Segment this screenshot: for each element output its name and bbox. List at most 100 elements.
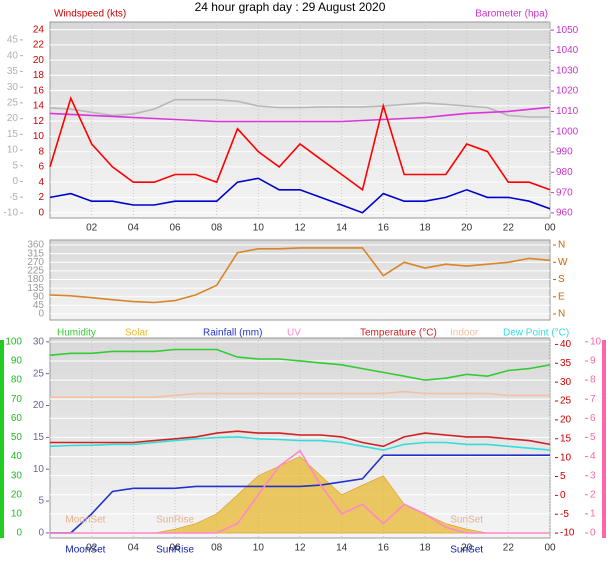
y-tick-label: 50 (11, 432, 23, 443)
x-tick-label: 16 (378, 543, 390, 554)
y3-tick-label: 30 (560, 377, 572, 388)
y3-tick-label: 0 (12, 176, 18, 187)
x-tick-label: 20 (461, 543, 473, 554)
y4-tick-label: 3 (590, 470, 596, 481)
legend-entry: Temperature (°C) (360, 328, 437, 339)
y-tick-label: 0 (38, 309, 44, 320)
y2-tick-label: 1030 (556, 65, 579, 76)
y-tick-label: 135 (27, 283, 44, 294)
y-tick-label: 10 (33, 131, 45, 142)
y3-tick-label: 30 (7, 82, 19, 93)
line (49, 106, 551, 123)
line (50, 430, 551, 448)
y-tick-label: 18 (33, 70, 45, 81)
y2-tick-label: 0 (38, 528, 44, 539)
y3-tick-label: 5 (12, 160, 18, 171)
y3-tick-label: 5 (560, 471, 566, 482)
line (49, 98, 550, 118)
y-tick-label: 40 (11, 451, 23, 462)
y3-tick-label: 10 (560, 452, 572, 463)
x-tick-label: 06 (169, 543, 181, 554)
y3-tick-label: 10 (7, 145, 19, 156)
y-tick-label: 70 (11, 394, 23, 405)
y2-tick-label: 30 (33, 336, 45, 347)
y3-tick-label: -10 (560, 528, 575, 539)
x-tick-label: 00 (544, 543, 556, 554)
x-tick-label: 04 (128, 223, 140, 234)
y-tick-label: 0 (38, 207, 44, 218)
y2-tick-label: 1010 (556, 106, 579, 117)
y4-tick-label: 9 (590, 356, 596, 367)
axis-label: Windspeed (kts) (54, 9, 126, 20)
y-tick-label: 100 (5, 336, 22, 347)
y4-tick-label: 4 (590, 451, 596, 462)
x-tick-label: 06 (169, 223, 181, 234)
y3-tick-label: 20 (7, 113, 19, 124)
y-tick-label: 4 (38, 177, 44, 188)
y-tick-label: 315 (27, 248, 44, 259)
y2-tick-label: N (558, 309, 565, 320)
y-tick-label: 180 (27, 274, 44, 285)
y2-tick-label: 980 (556, 167, 573, 178)
y4-tick-label: 10 (590, 336, 602, 347)
y-tick-label: 45 (33, 300, 45, 311)
x-tick-label: 14 (336, 223, 348, 234)
line (50, 449, 550, 534)
y-tick-label: 225 (27, 266, 44, 277)
y2-tick-label: 5 (38, 496, 44, 507)
legend-entry: Solar (125, 328, 149, 339)
x-tick-label: 08 (211, 543, 223, 554)
x-tick-label: 12 (294, 223, 306, 234)
y-tick-label: 20 (11, 489, 23, 500)
y3-tick-label: -5 (560, 509, 569, 520)
y2-tick-label: 10 (33, 464, 45, 475)
x-tick-label: 18 (419, 543, 431, 554)
uv-bar (602, 340, 606, 538)
x-tick-label: 00 (544, 223, 556, 234)
y2-tick-label: 15 (33, 432, 45, 443)
line (50, 454, 550, 534)
y2-tick-label: 990 (556, 147, 573, 158)
y2-tick-label: E (558, 291, 565, 302)
y-tick-label: 14 (33, 101, 45, 112)
y3-tick-label: 25 (560, 396, 572, 407)
y-tick-label: 30 (11, 470, 23, 481)
line (50, 390, 550, 398)
y3-tick-label: -10 (4, 208, 19, 219)
y3-tick-label: 35 (7, 66, 19, 77)
x-tick-label: 12 (294, 543, 306, 554)
y-tick-label: 90 (33, 291, 45, 302)
y-tick-label: 24 (33, 24, 45, 35)
y-tick-label: 8 (38, 146, 44, 157)
y4-tick-label: 5 (590, 432, 596, 443)
x-tick-label: 18 (419, 223, 431, 234)
y4-tick-label: 0 (590, 528, 596, 539)
y2-tick-label: S (558, 274, 565, 285)
line (49, 348, 551, 381)
x-tick-label: 02 (86, 543, 98, 554)
x-tick-label: 22 (503, 223, 515, 234)
y2-tick-label: 1000 (556, 126, 579, 137)
y-tick-label: 6 (38, 162, 44, 173)
y3-tick-label: 35 (560, 358, 572, 369)
y-tick-label: 20 (33, 55, 45, 66)
y2-tick-label: 960 (556, 208, 573, 219)
line (49, 436, 551, 451)
humidity-bar (0, 340, 4, 538)
y4-tick-label: 7 (590, 394, 596, 405)
legend-entry: Dew Point (°C) (503, 328, 569, 339)
annotation: SunSet (450, 515, 483, 526)
y4-tick-label: 8 (590, 375, 596, 386)
y3-tick-label: 45 (7, 35, 19, 46)
y4-tick-label: 2 (590, 489, 596, 500)
x-tick-label: 10 (253, 543, 265, 554)
y2-tick-label: N (558, 240, 565, 251)
y3-tick-label: 25 (7, 97, 19, 108)
x-tick-label: 22 (503, 543, 515, 554)
y2-tick-label: 25 (33, 368, 45, 379)
y-tick-label: 80 (11, 375, 23, 386)
y3-tick-label: 40 (7, 50, 19, 61)
y-tick-label: 90 (11, 356, 23, 367)
y3-tick-label: 20 (560, 415, 572, 426)
y2-tick-label: 1050 (556, 25, 579, 36)
